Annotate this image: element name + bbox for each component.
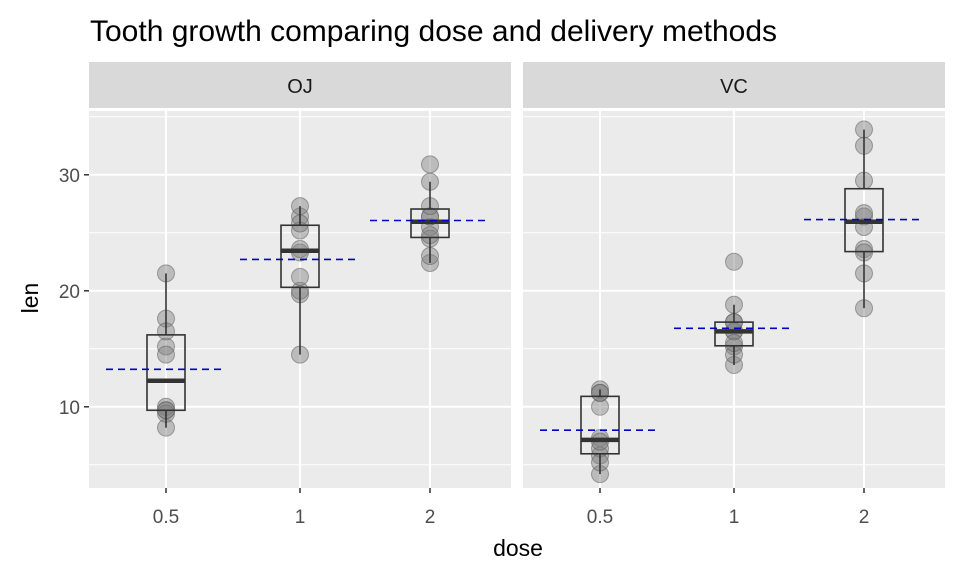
group-oj-2 (370, 155, 490, 272)
panel-oj: OJ (89, 62, 511, 488)
group-vc-2 (804, 120, 924, 318)
x-tick-label: 2 (425, 507, 436, 528)
facet-strip-label: VC (720, 76, 748, 98)
group-vc-1 (674, 252, 794, 375)
x-tick-label: 2 (859, 507, 870, 528)
data-point (291, 267, 309, 286)
y-axis-title: len (17, 283, 43, 314)
x-axis-title: dose (493, 535, 543, 561)
data-point (591, 397, 609, 416)
facet-strip-label: OJ (287, 76, 313, 98)
box (280, 224, 320, 289)
facet-strip (523, 62, 945, 108)
box (580, 395, 620, 455)
x-tick-label: 0.5 (587, 507, 613, 528)
group-oj-0.5 (106, 264, 226, 437)
chart-title: Tooth growth comparing dose and delivery… (90, 15, 777, 48)
y-tick-label: 30 (59, 166, 80, 187)
group-oj-1 (240, 197, 360, 364)
facet-panels: OJ VC (89, 62, 945, 488)
x-axis: 0.5 1 2 0.5 1 2 (153, 488, 870, 528)
box (146, 334, 186, 412)
facet-strip (89, 62, 511, 108)
data-point (725, 252, 743, 271)
x-tick-label: 1 (729, 507, 740, 528)
data-point (421, 155, 439, 174)
group-vc-0.5 (540, 380, 660, 484)
y-tick-label: 10 (59, 398, 80, 419)
panel-vc: VC (523, 62, 945, 488)
y-tick-label: 20 (59, 282, 80, 303)
x-tick-label: 0.5 (153, 507, 179, 528)
box (714, 321, 754, 347)
data-point (157, 345, 175, 364)
x-tick-label: 1 (295, 507, 306, 528)
y-axis: 10 20 30 (59, 166, 89, 419)
